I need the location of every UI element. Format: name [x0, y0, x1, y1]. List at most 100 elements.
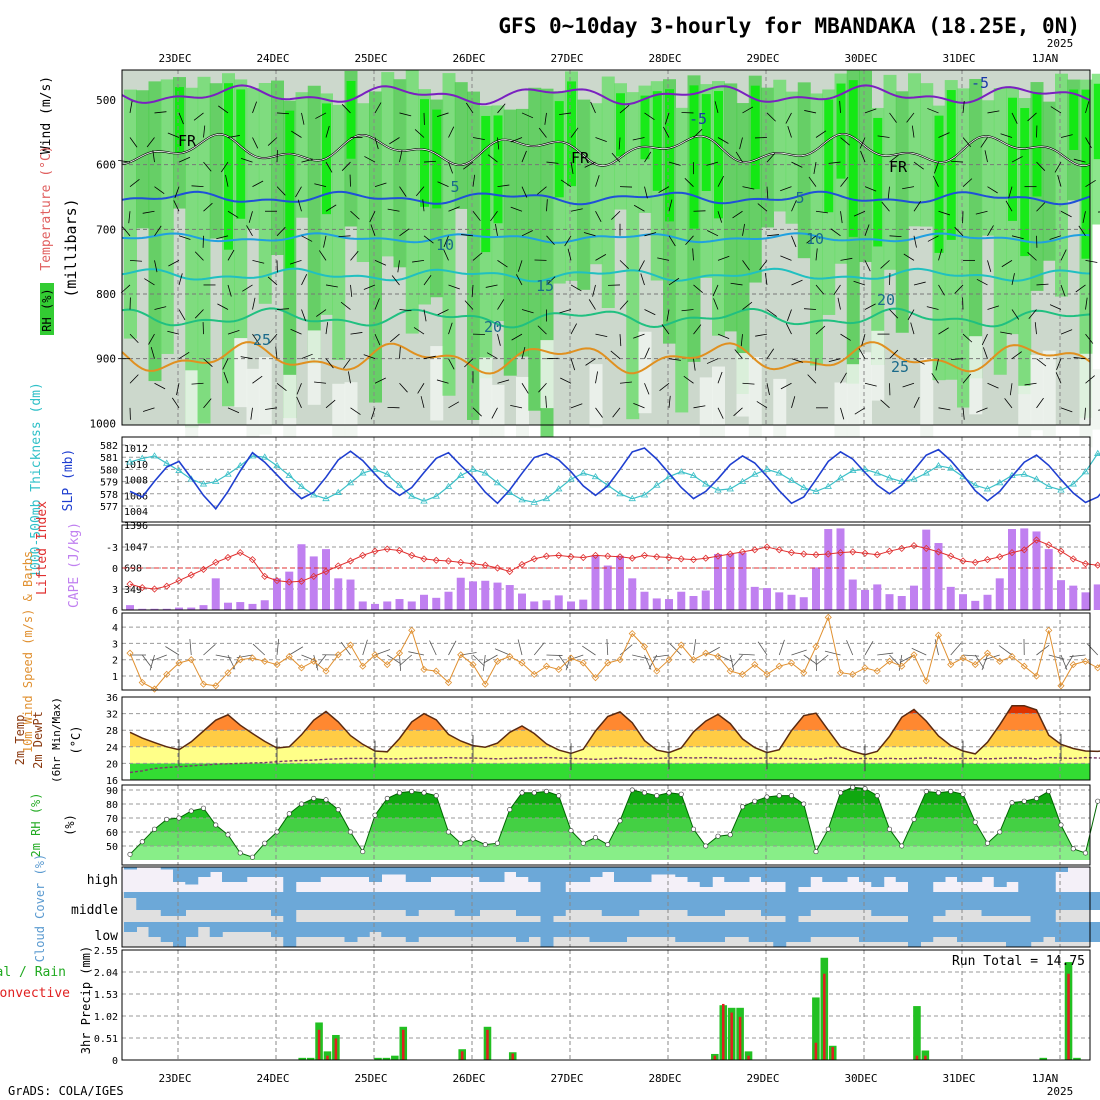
wind-barb-10m: [757, 641, 768, 656]
wind-barb: [828, 161, 841, 164]
wind-barb: [325, 399, 336, 409]
thickness-tick: 577: [100, 502, 118, 513]
wind-barb: [668, 199, 673, 212]
wind-speed-point: [702, 649, 710, 657]
thickness-point: [175, 466, 183, 474]
rh-point: [654, 793, 660, 799]
wind-barb: [864, 108, 877, 114]
wind-barb: [742, 260, 750, 271]
rh-column-high: [285, 110, 295, 270]
rh-column-high: [1020, 108, 1030, 257]
wind-barb: [595, 211, 602, 223]
wind-barb: [1011, 112, 1018, 124]
rh-column-high: [616, 93, 625, 157]
pressure-tick-label: 600: [96, 159, 116, 172]
wind-speed-point: [126, 649, 134, 657]
rh-point: [801, 801, 807, 807]
wind-barb-10m: [815, 654, 829, 666]
temp-band: [130, 746, 1090, 764]
wind-barb: [399, 346, 401, 359]
wind-barb-10m: [778, 639, 785, 656]
thickness-point: [383, 470, 391, 477]
li-point: [959, 557, 967, 565]
wind-barb: [815, 130, 827, 138]
rh-point: [1070, 846, 1076, 852]
cloud-cell-low: [859, 922, 872, 942]
wind-barb-10m: [974, 654, 985, 669]
li-point: [1008, 549, 1016, 557]
cape-bar: [983, 594, 992, 610]
thickness-point: [297, 482, 306, 489]
li-point: [285, 578, 293, 586]
cloud-cell-middle: [503, 892, 517, 910]
wind-barb: [350, 407, 361, 415]
precip-total-bar: [374, 1057, 382, 1060]
wind-barb: [693, 128, 703, 138]
rh-point: [678, 791, 684, 797]
li-point: [457, 558, 465, 566]
wind-barb: [987, 110, 1000, 114]
cloud-cell-low: [822, 922, 836, 937]
wind-barb: [657, 257, 670, 261]
wind-barb: [168, 260, 180, 267]
wind-speed-point: [1045, 626, 1053, 634]
wind-barb: [840, 407, 845, 420]
wind-tick: 3: [112, 639, 118, 650]
rh-point: [997, 829, 1003, 835]
rh-column-high: [567, 81, 576, 187]
li-point: [653, 553, 661, 561]
wind-barb: [934, 161, 939, 174]
thickness-point: [469, 465, 477, 472]
wind-barb: [938, 248, 943, 261]
wind-barb-10m: [276, 639, 280, 656]
cape-bar: [248, 603, 257, 610]
cloud-cell-middle: [699, 892, 713, 916]
slp-title: SLP (mb): [61, 449, 76, 512]
thickness-tick: 582: [100, 441, 118, 452]
wind-barb-10m: [483, 654, 498, 664]
year-label-top: 2025: [1047, 37, 1074, 50]
wind-barb-10m: [582, 645, 596, 656]
cloud-cell-middle: [663, 892, 676, 910]
rh-point: [752, 798, 758, 804]
cape-bar: [420, 594, 428, 610]
wind-barb: [301, 309, 306, 321]
wind-barb: [595, 333, 608, 337]
wind-barb: [692, 248, 694, 261]
pressure-tick-label: 900: [96, 353, 116, 366]
rh-column: [1055, 73, 1068, 297]
thickness-tick: 581: [100, 453, 118, 464]
li-title: Lifted Index: [35, 501, 50, 595]
wind-barb: [218, 105, 229, 114]
rh-column: [785, 91, 799, 224]
wind-barb: [644, 186, 648, 199]
wind-barb-10m: [362, 639, 368, 656]
wind-barb: [370, 407, 376, 420]
wind-barb: [780, 255, 792, 261]
top-date-label: 26DEC: [452, 52, 485, 65]
cloud-cell-middle: [883, 892, 897, 916]
wind-barb: [1011, 351, 1022, 360]
thickness-point: [616, 490, 624, 497]
li-point: [273, 577, 281, 585]
temp-line: [129, 704, 1100, 756]
wind-speed-point: [530, 670, 538, 678]
panel-border: [121, 524, 1091, 611]
cloud-cell-middle: [1055, 892, 1068, 910]
wind-barb: [927, 108, 939, 114]
cape-bar: [652, 598, 661, 610]
rh-column: [405, 70, 419, 334]
cloud-cell-high: [736, 867, 750, 882]
li-point: [518, 560, 526, 569]
wind-barb: [325, 161, 333, 173]
wind-barb: [976, 278, 988, 286]
cloud-cell-high: [883, 867, 897, 877]
precip-conv-bar: [730, 1012, 733, 1060]
cloud-cell-low: [381, 922, 395, 937]
isotherm-25: [121, 341, 1091, 375]
wind-barb: [497, 184, 510, 188]
cloud-cell-low: [724, 922, 738, 937]
thickness-point: [542, 494, 551, 502]
cloud-cell-middle: [197, 892, 211, 910]
top-date-label: 28DEC: [648, 52, 681, 65]
